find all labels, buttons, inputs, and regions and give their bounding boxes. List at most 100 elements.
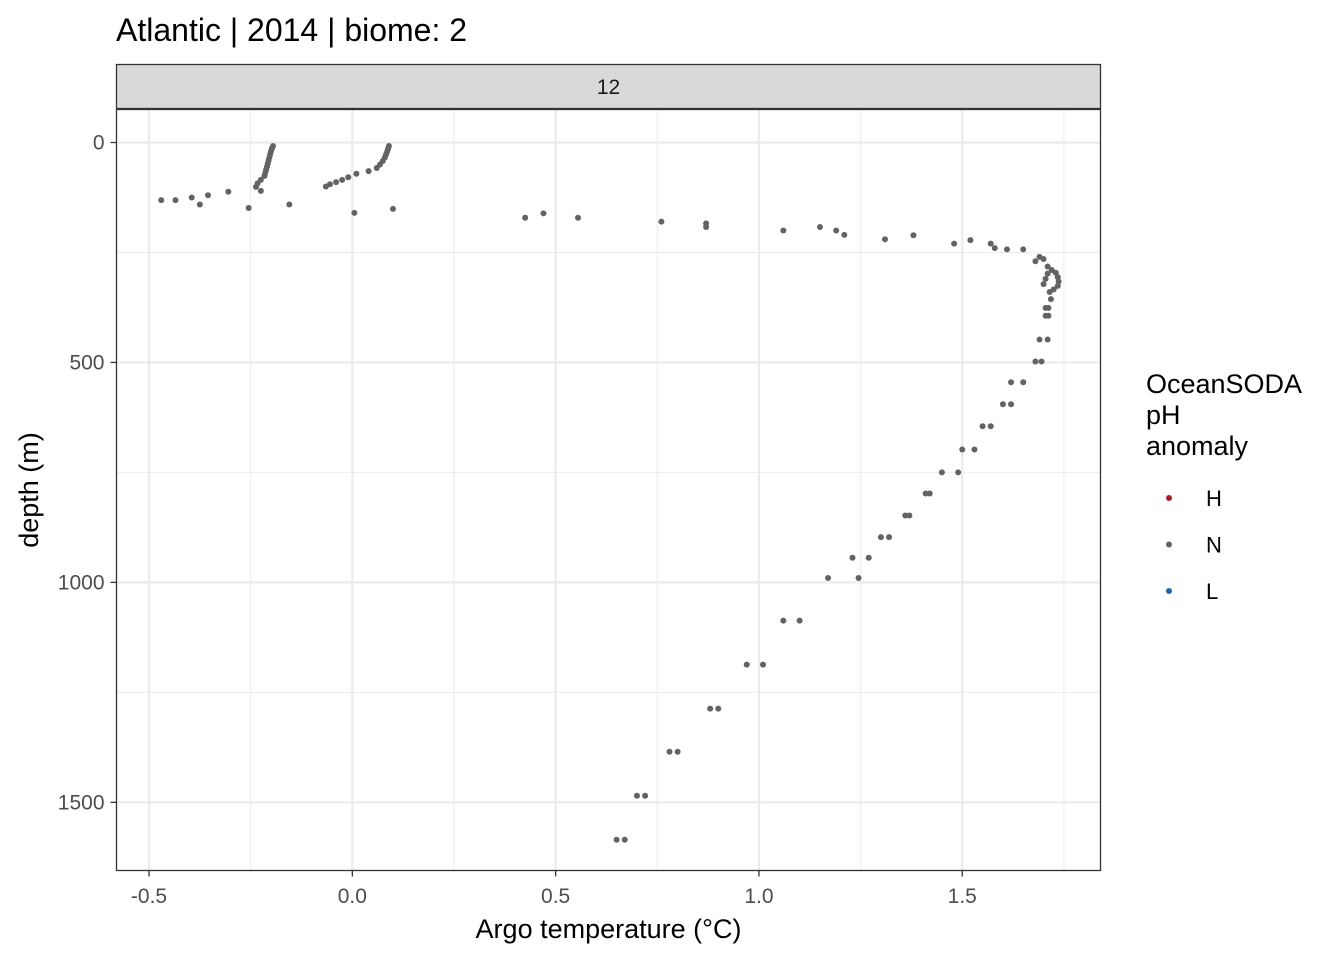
data-point <box>373 165 380 172</box>
data-point <box>1008 379 1015 386</box>
data-point <box>322 183 329 190</box>
data-point <box>575 214 582 221</box>
data-point <box>365 168 372 175</box>
data-point <box>522 214 529 221</box>
data-point <box>389 205 396 212</box>
data-point <box>658 218 665 225</box>
x-axis-label: Argo temperature (°C) <box>476 914 742 944</box>
data-point <box>286 201 293 208</box>
data-point <box>865 554 872 561</box>
major-gridlines <box>116 109 1101 871</box>
facet-label: 12 <box>597 76 620 99</box>
plot-panel <box>115 108 1102 872</box>
data-point <box>938 469 945 476</box>
data-point <box>796 617 803 624</box>
data-point <box>1044 263 1051 270</box>
data-point <box>540 210 547 217</box>
minor-gridlines <box>116 109 1101 871</box>
data-point <box>196 201 203 208</box>
data-point <box>855 574 862 581</box>
x-axis: -0.5 0.0 0.5 1.0 1.5 <box>131 870 977 908</box>
data-point <box>910 232 917 239</box>
data-point <box>1020 379 1027 386</box>
data-point <box>825 574 832 581</box>
data-point <box>906 512 913 519</box>
facet-strip: 12 <box>115 63 1102 110</box>
data-point <box>1032 358 1039 365</box>
data-point <box>1008 401 1015 408</box>
x-tick-label: 0.5 <box>541 885 570 908</box>
legend-label-n: N <box>1206 533 1222 558</box>
data-point <box>760 661 767 668</box>
data-point <box>225 188 232 195</box>
data-point <box>926 490 933 497</box>
data-point <box>345 174 352 181</box>
data-point <box>877 534 884 541</box>
data-point <box>715 705 722 712</box>
data-point <box>1047 296 1054 303</box>
data-point <box>841 231 848 238</box>
y-tick-label: 1000 <box>58 571 105 594</box>
y-tick-label: 0 <box>93 131 105 154</box>
data-point <box>987 423 994 430</box>
legend-key-n <box>1166 541 1172 548</box>
data-point <box>886 534 893 541</box>
data-point <box>991 245 998 252</box>
x-tick-label: 0.0 <box>338 885 367 908</box>
data-point <box>674 748 681 755</box>
data-point <box>955 469 962 476</box>
data-point <box>1032 258 1039 265</box>
data-point <box>353 170 360 177</box>
data-point <box>1042 275 1049 282</box>
data-point <box>833 227 840 234</box>
data-point <box>1038 358 1045 365</box>
data-point <box>1046 289 1053 296</box>
data-point <box>1040 256 1047 263</box>
y-axis-label: depth (m) <box>14 432 44 548</box>
data-point <box>1003 246 1010 253</box>
data-point <box>703 223 710 230</box>
data-points <box>158 143 1062 843</box>
panel-border <box>115 108 1102 872</box>
data-point <box>257 187 264 194</box>
data-point <box>621 836 628 843</box>
data-point <box>613 836 620 843</box>
data-point <box>816 223 823 230</box>
data-point <box>881 236 888 243</box>
data-point <box>979 423 986 430</box>
data-point <box>1042 304 1049 311</box>
data-point <box>333 179 340 186</box>
data-point <box>743 661 750 668</box>
data-point <box>780 617 787 624</box>
data-point <box>780 227 787 234</box>
data-point <box>1036 336 1043 343</box>
data-point <box>959 446 966 453</box>
legend-key-l <box>1166 588 1172 594</box>
legend-key-h <box>1166 495 1172 501</box>
data-point <box>633 792 640 799</box>
y-tick-label: 1500 <box>58 791 105 814</box>
data-point <box>642 792 649 799</box>
data-point <box>1040 281 1047 288</box>
data-point <box>252 183 259 190</box>
data-point <box>351 209 358 216</box>
legend-label-h: H <box>1206 486 1222 511</box>
data-point <box>971 446 978 453</box>
panel-background <box>116 109 1101 871</box>
x-tick-label: 1.5 <box>948 885 977 908</box>
data-point <box>999 401 1006 408</box>
legend-label-l: L <box>1206 579 1218 604</box>
data-point <box>1042 312 1049 319</box>
data-point <box>261 172 268 179</box>
y-axis: 0 500 1000 1500 <box>58 131 117 814</box>
data-point <box>1020 246 1027 253</box>
data-point <box>1044 270 1051 277</box>
chart-title: Atlantic | 2014 | biome: 2 <box>116 12 467 48</box>
data-point <box>158 197 165 204</box>
data-point <box>707 705 714 712</box>
data-point <box>245 205 252 212</box>
data-point <box>951 240 958 247</box>
data-point <box>987 240 994 247</box>
data-point <box>1044 336 1051 343</box>
